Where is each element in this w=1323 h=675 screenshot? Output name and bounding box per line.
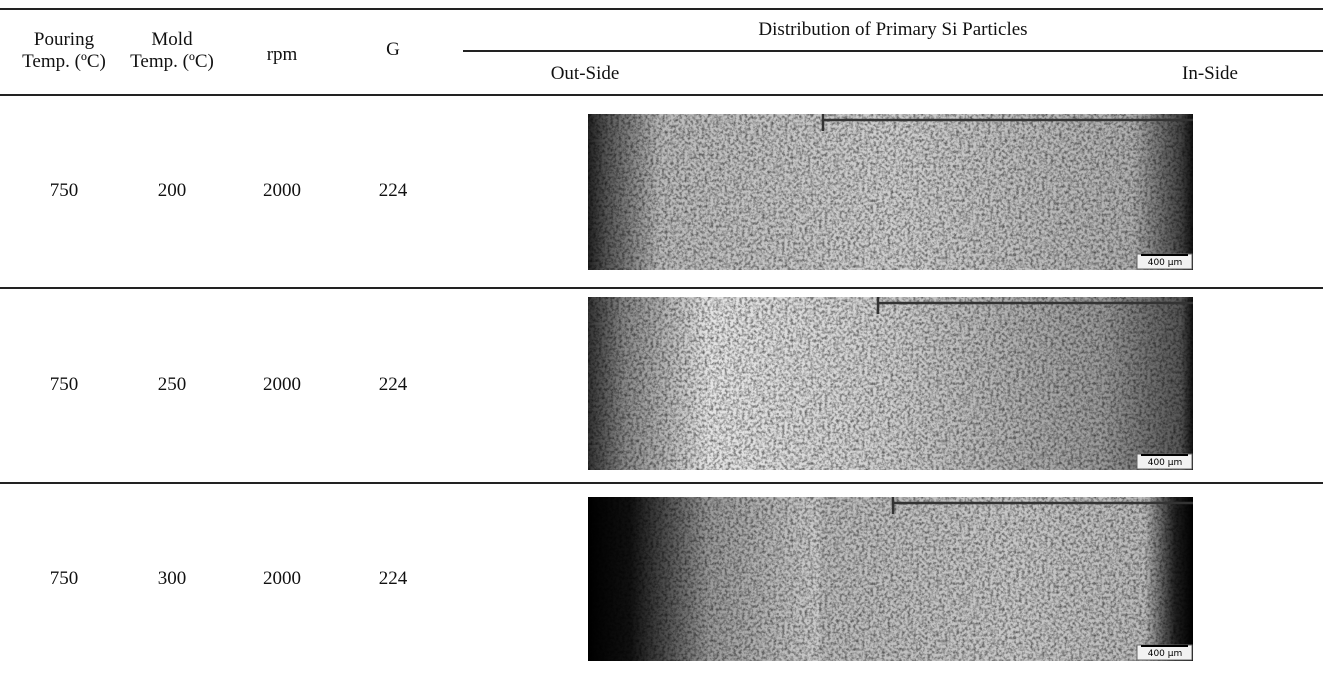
header-distribution: Distribution of Primary Si Particles (758, 19, 1027, 41)
micrograph: 400 µm (588, 297, 1193, 470)
micrograph: 400 µm (588, 497, 1193, 661)
scale-label: 400 µm (1148, 258, 1183, 268)
cell: 200 (158, 180, 187, 202)
header-line: Mold (130, 29, 214, 51)
scale-label: 400 µm (1148, 458, 1183, 468)
micrograph: 400 µm (588, 114, 1193, 270)
cell: 250 (158, 374, 187, 396)
cell: 2000 (263, 180, 301, 202)
scale-label: 400 µm (1148, 649, 1183, 659)
cell: 300 (158, 568, 187, 590)
header-line: Temp. (ºC) (130, 51, 214, 73)
group-rule (463, 50, 1323, 52)
cell: 2000 (263, 568, 301, 590)
cell: 750 (50, 374, 79, 396)
header-out-side: Out-Side (551, 63, 620, 85)
cell: 224 (379, 374, 408, 396)
row-rule (0, 287, 1323, 289)
header-in-side: In-Side (1182, 63, 1238, 85)
row-rule (0, 482, 1323, 484)
page: Pouring Temp. (ºC) Mold Temp. (ºC) rpm G… (0, 0, 1323, 675)
cell: 750 (50, 180, 79, 202)
top-rule (0, 8, 1323, 10)
cell: 224 (379, 180, 408, 202)
header-line: Pouring (22, 29, 106, 51)
micrograph-grain (588, 297, 1193, 470)
header-mold: Mold Temp. (ºC) (130, 29, 214, 73)
header-line: Temp. (ºC) (22, 51, 106, 73)
micrograph-grain (588, 497, 1193, 661)
header-pouring: Pouring Temp. (ºC) (22, 29, 106, 73)
header-rpm: rpm (267, 44, 298, 66)
cell: 750 (50, 568, 79, 590)
cell: 224 (379, 568, 408, 590)
cell: 2000 (263, 374, 301, 396)
header-rule (0, 94, 1323, 96)
micrograph-grain (588, 114, 1193, 270)
header-g: G (386, 39, 400, 61)
